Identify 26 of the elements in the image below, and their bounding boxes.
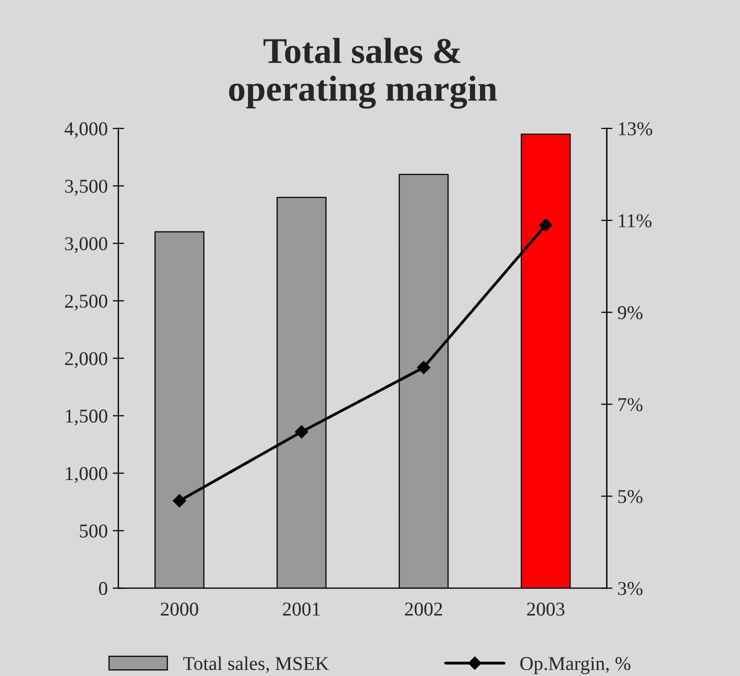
legend-label: Total sales, MSEK [183,656,329,673]
y-tick-label: 2,000 [65,352,108,368]
point [539,218,552,232]
y-tick-label: 3,000 [65,237,108,254]
x-tick-label: 2000 [160,602,198,616]
y-tick-label: 1,000 [66,467,108,483]
point [417,360,430,374]
y2-tick-label: 5% [618,490,642,504]
y2-tick-label: 11% [618,214,652,228]
point [294,425,308,438]
x-tick-label: 2003 [527,602,564,616]
y-tick-label: 1,500 [66,410,108,426]
y-tick-label: 3,500 [65,180,108,196]
point [172,494,186,508]
y2-tick-label: 13% [618,122,652,136]
x-tick-label: 2001 [282,602,320,616]
y-tick-label: 2,500 [65,294,108,311]
y-tick-label: 0 [99,582,108,596]
y2-tick-label: 9% [618,306,642,320]
x-tick-label: 2002 [405,602,442,616]
y-tick-label: 500 [80,524,108,538]
y2-tick-label: 7% [618,398,642,412]
y-tick-label: 4,000 [64,122,108,138]
y2-tick-label: 3% [618,582,642,596]
chart-title: Total sales & operating margin [229,38,497,109]
legend-label: Op.Margin, % [520,657,630,674]
